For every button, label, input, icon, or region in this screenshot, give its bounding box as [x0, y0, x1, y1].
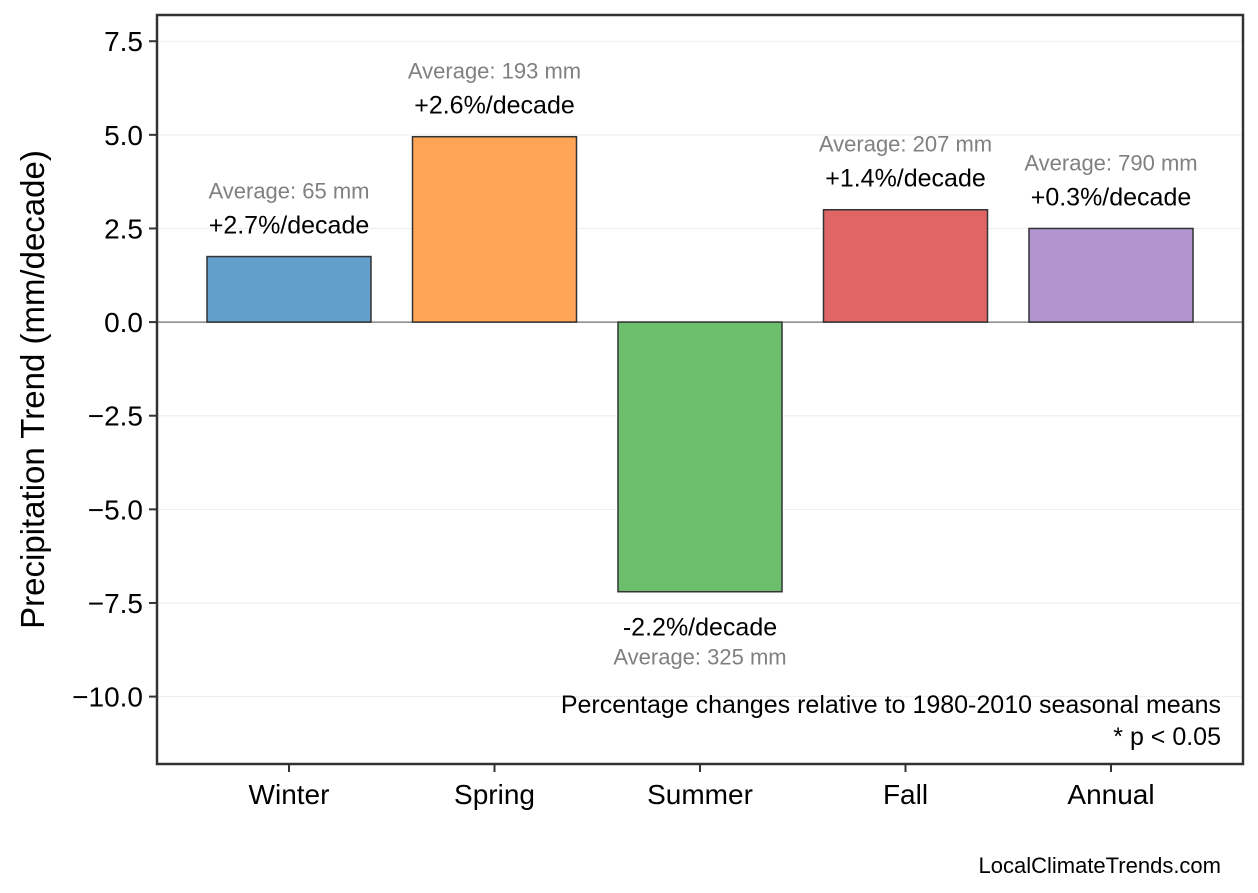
percent-label: +1.4%/decade	[825, 165, 986, 193]
y-axis-ticks: 7.5 5.0 2.5 0.0 −2.5 −5.0 −7.5 −10.0	[72, 26, 157, 713]
bar-annual	[1028, 227, 1194, 323]
x-tick-label: Summer	[647, 779, 753, 810]
y-tick-label: −7.5	[88, 588, 143, 619]
y-tick-label: 2.5	[104, 213, 143, 244]
x-tick-label: Annual	[1067, 779, 1154, 810]
x-tick-label: Fall	[883, 779, 928, 810]
bar-summer	[617, 321, 783, 593]
y-tick-label: 0.0	[104, 307, 143, 338]
note-line-2: * p < 0.05	[1113, 723, 1221, 751]
average-label: Average: 325 mm	[613, 645, 786, 670]
average-label: Average: 207 mm	[819, 132, 992, 157]
x-axis-ticks: Winter Spring Summer Fall Annual	[249, 764, 1155, 810]
percent-label: +0.3%/decade	[1031, 183, 1192, 211]
bar-winter	[206, 255, 372, 323]
y-tick-label: −2.5	[88, 401, 143, 432]
note-line-1: Percentage changes relative to 1980-2010…	[561, 691, 1221, 719]
y-tick-label: −5.0	[88, 494, 143, 525]
percent-label: +2.6%/decade	[414, 92, 575, 120]
y-axis-label: Precipitation Trend (mm/decade)	[14, 150, 51, 629]
average-label: Average: 193 mm	[408, 59, 581, 84]
bar-fall	[822, 208, 989, 323]
bars	[206, 135, 1194, 593]
percent-label: -2.2%/decade	[623, 614, 777, 642]
x-tick-label: Spring	[454, 779, 535, 810]
bar-labels: +2.7%/decade Average: 65 mm +2.6%/decade Av…	[208, 59, 1197, 670]
average-label: Average: 65 mm	[208, 179, 369, 204]
average-label: Average: 790 mm	[1024, 150, 1197, 175]
y-tick-label: −10.0	[72, 682, 143, 713]
credit-text: LocalClimateTrends.com	[979, 853, 1222, 878]
x-tick-label: Winter	[249, 779, 330, 810]
bar-spring	[411, 135, 578, 323]
y-tick-label: 5.0	[104, 120, 143, 151]
percent-label: +2.7%/decade	[209, 212, 370, 240]
y-tick-label: 7.5	[104, 26, 143, 57]
